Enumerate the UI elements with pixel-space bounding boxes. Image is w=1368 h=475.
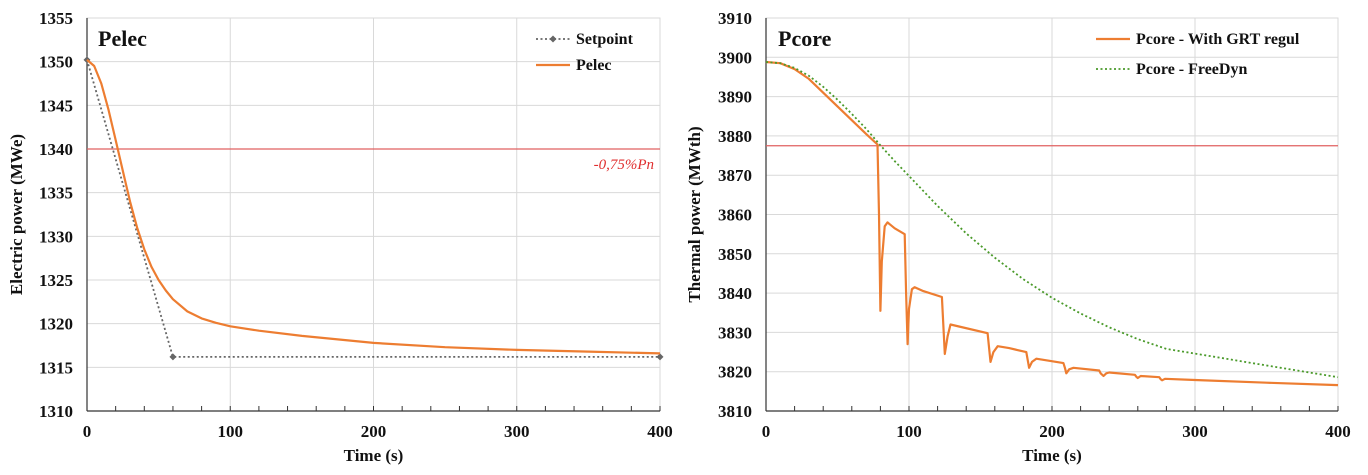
y-tick-label: 3890 xyxy=(718,88,752,107)
y-tick-label: 1320 xyxy=(39,315,73,334)
x-tick-label: 400 xyxy=(647,422,673,441)
y-tick-label: 3820 xyxy=(718,363,752,382)
panel-title: Pelec xyxy=(98,26,147,51)
x-axis-title: Time (s) xyxy=(344,446,404,465)
y-tick-label: 3870 xyxy=(718,166,752,185)
panel-title: Pcore xyxy=(778,26,832,51)
y-tick-label: 1350 xyxy=(39,53,73,72)
y-tick-label: 1325 xyxy=(39,271,73,290)
y-axis-title: Electric power (MWe) xyxy=(7,134,26,295)
y-tick-label: 3840 xyxy=(718,284,752,303)
x-tick-label: 200 xyxy=(1039,422,1065,441)
chart-panel-2: 3810 3820 3830 3840 3850 3860 3870 3880 3890 3900… xyxy=(685,9,1351,465)
x-axis-title: Time (s) xyxy=(1022,446,1082,465)
x-tick-label: 400 xyxy=(1325,422,1351,441)
x-tick-label: 300 xyxy=(1182,422,1208,441)
reference-line-label: -0,75%Pn xyxy=(594,157,654,173)
y-tick-label: 3830 xyxy=(718,323,752,342)
y-tick-label: 3910 xyxy=(718,9,752,28)
setpoint-marker xyxy=(169,353,177,361)
y-tick-label: 1355 xyxy=(39,9,73,28)
legend-label: Pcore - With GRT regul xyxy=(1136,31,1300,48)
series-line-pelec xyxy=(86,59,661,355)
setpoint-marker xyxy=(656,353,664,361)
y-tick-label: 1345 xyxy=(39,96,73,115)
y-tick-label: 1330 xyxy=(39,227,73,246)
chart-panel-1: 1310 1315 1320 1325 1330 1335 1340 1345 1350 1355… xyxy=(7,9,673,465)
y-tick-label: 1315 xyxy=(39,358,73,377)
x-tick-label: 200 xyxy=(361,422,387,441)
y-tick-label: 1335 xyxy=(39,184,73,203)
legend-label: Pelec xyxy=(576,57,612,74)
y-tick-label: 1340 xyxy=(39,140,73,159)
x-tick-label: 100 xyxy=(896,422,922,441)
y-tick-label: 1310 xyxy=(39,402,73,421)
x-tick-label: 300 xyxy=(504,422,530,441)
series-line-pcore-freedyn xyxy=(765,61,1339,379)
y-tick-label: 3880 xyxy=(718,127,752,146)
y-tick-label: 3850 xyxy=(718,245,752,264)
x-tick-label: 0 xyxy=(762,422,771,441)
x-tick-label: 0 xyxy=(83,422,92,441)
y-tick-label: 3900 xyxy=(718,48,752,67)
y-axis-title: Thermal power (MWth) xyxy=(685,126,704,302)
legend-label: Pcore - FreeDyn xyxy=(1136,61,1247,78)
legend-label: Setpoint xyxy=(576,31,634,48)
x-tick-label: 100 xyxy=(218,422,244,441)
y-tick-label: 3860 xyxy=(718,206,752,225)
legend-marker xyxy=(549,35,557,43)
y-tick-label: 3810 xyxy=(718,402,752,421)
series-line-pcore-with-grt-regul xyxy=(765,60,1339,387)
